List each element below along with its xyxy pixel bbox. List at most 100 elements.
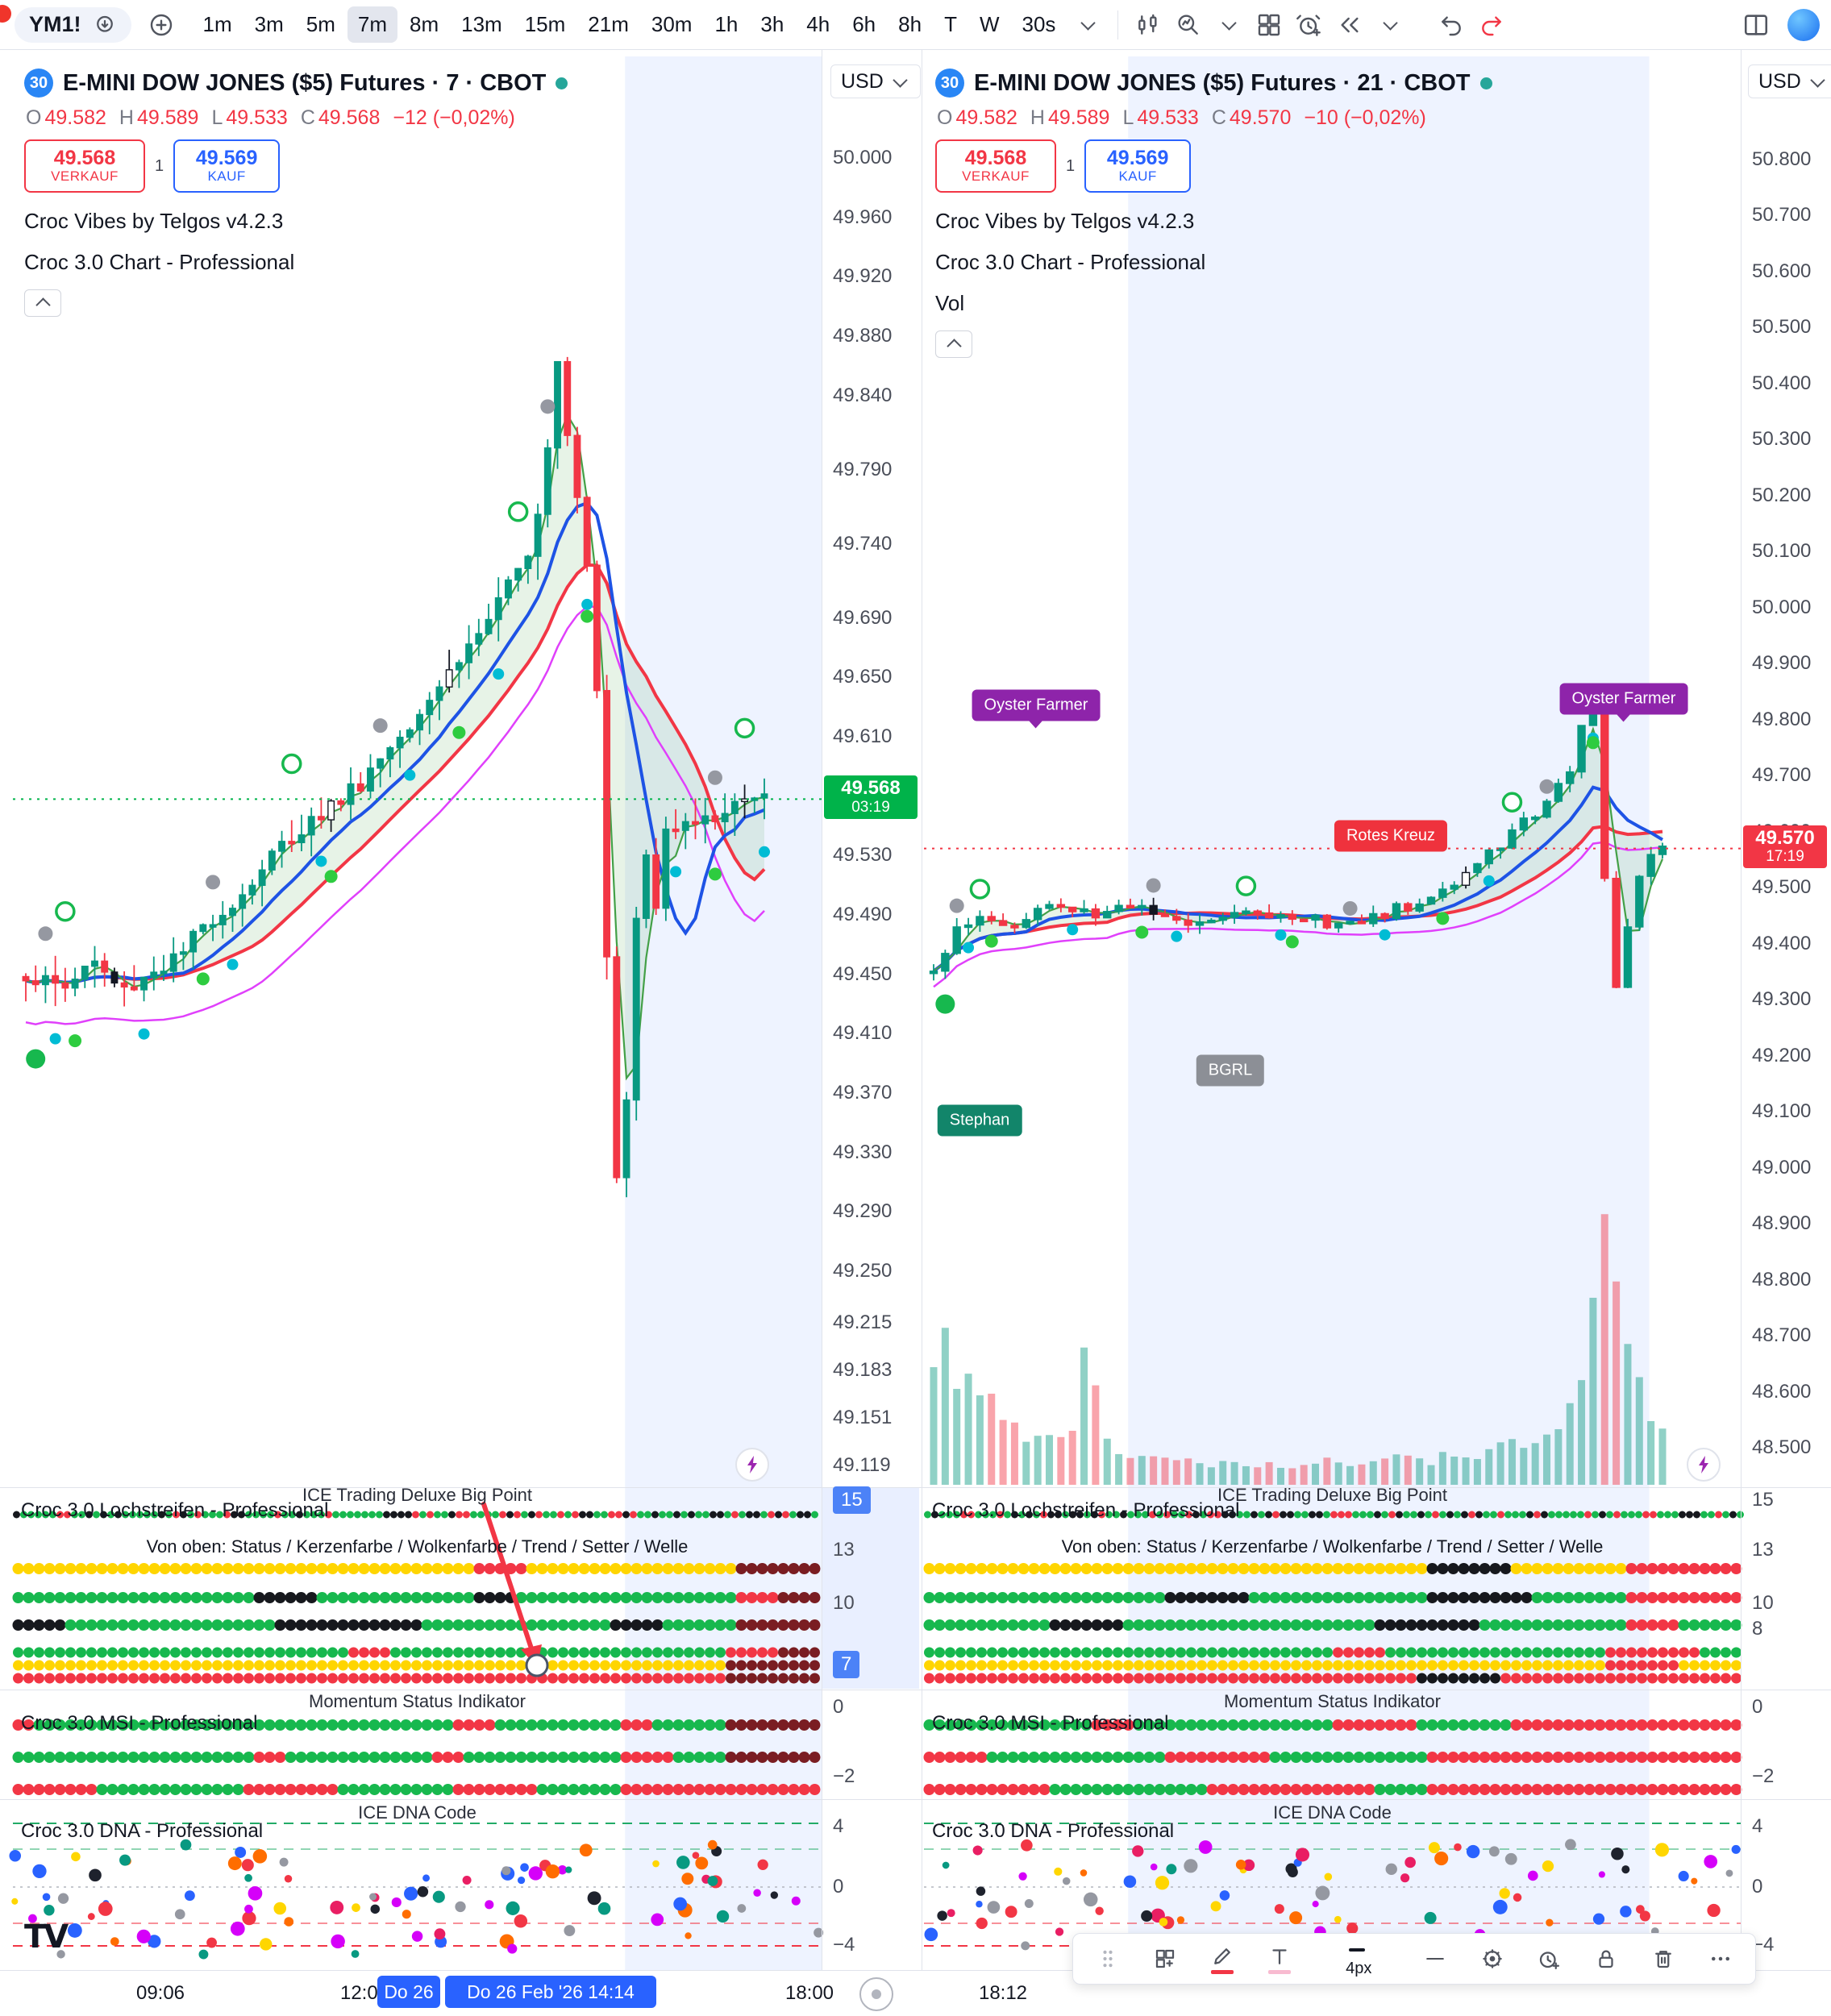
loch-study-label[interactable]: Croc 3.0 Lochstreifen - Professional [21, 1499, 329, 1521]
price-tick: 48.500 [1752, 1436, 1812, 1458]
sell-button[interactable]: 49.568 VERKAUF [935, 139, 1056, 193]
price-tick: 49.900 [1752, 652, 1812, 675]
high-value: 49.589 [1047, 106, 1110, 129]
timeframe-8m[interactable]: 8m [410, 12, 439, 36]
current-price-label: 49.568 03:19 [824, 775, 918, 819]
timeframe-T[interactable]: T [944, 12, 957, 36]
timeframe-1h[interactable]: 1h [714, 12, 739, 36]
toolbar-drag-handle[interactable] [1084, 1937, 1131, 1981]
chart-tag[interactable]: Oyster Farmer [1559, 683, 1688, 722]
dna-study-label[interactable]: Croc 3.0 DNA - Professional [21, 1820, 264, 1842]
price-tick: 49.530 [833, 844, 893, 867]
timeframe-13m[interactable]: 13m [461, 12, 502, 36]
symbol-search[interactable]: YM1! [15, 6, 131, 43]
market-status-dot[interactable] [1479, 77, 1492, 89]
currency-selector[interactable]: USD [830, 64, 921, 98]
symbol-switch-icon[interactable] [93, 13, 117, 37]
timeframe-8h[interactable]: 8h [898, 12, 922, 36]
line-style-button[interactable] [1412, 1937, 1459, 1981]
lock-button[interactable] [1583, 1937, 1629, 1981]
collapse-header-button[interactable] [935, 330, 972, 358]
dna-study-label[interactable]: Croc 3.0 DNA - Professional [932, 1820, 1175, 1842]
timeframe-7m[interactable]: 7m [347, 6, 398, 43]
timeframe-5m[interactable]: 5m [306, 12, 335, 36]
chart-number-badge[interactable]: 30 [24, 69, 53, 98]
buy-button[interactable]: 49.569 KAUF [173, 139, 281, 193]
symbol-title[interactable]: E-MINI DOW JONES ($5) Futures · 7 · CBOT [63, 69, 547, 96]
loch-study-label[interactable]: Croc 3.0 Lochstreifen - Professional [932, 1499, 1240, 1521]
study-label[interactable]: Croc 3.0 Chart - Professional [935, 250, 1206, 274]
alert-button[interactable] [1291, 6, 1328, 44]
chart-style-button[interactable] [1130, 6, 1167, 44]
price-tick: 49.290 [833, 1200, 893, 1223]
time-tick: 09:06 [135, 1982, 185, 2004]
price-tick: 49.119 [833, 1454, 891, 1476]
open-label: O [26, 106, 42, 129]
study-label[interactable]: Croc Vibes by Telgos v4.2.3 [935, 209, 1195, 233]
bar-replay-button[interactable] [1331, 6, 1368, 44]
timeframe-3h[interactable]: 3h [760, 12, 784, 36]
timeframe-3m[interactable]: 3m [254, 12, 284, 36]
more-options-button[interactable] [1697, 1937, 1744, 1981]
grid-layout-icon [1259, 14, 1280, 35]
timeframe-30s[interactable]: 30s [1022, 12, 1056, 36]
currency-selector[interactable]: USD [1748, 64, 1831, 98]
sell-button[interactable]: 49.568 VERKAUF [24, 139, 145, 193]
close-value: 49.568 [318, 106, 381, 129]
pane-separator-3[interactable] [0, 1799, 1831, 1800]
undo-button[interactable] [1433, 6, 1470, 44]
timeframe-30m[interactable]: 30m [651, 12, 693, 36]
msi-study-label[interactable]: Croc 3.0 MSI - Professional [932, 1712, 1169, 1734]
study-label[interactable]: Croc Vibes by Telgos v4.2.3 [24, 209, 284, 233]
loch-subtitle: Von oben: Status / Kerzenfarbe / Wolkenf… [146, 1536, 689, 1557]
close-value: 49.570 [1229, 106, 1292, 129]
time-tick: 18:12 [978, 1982, 1028, 2004]
tradingview-logo[interactable]: TV [24, 1918, 69, 1956]
collapse-header-button[interactable] [24, 289, 61, 317]
timeframe-21m[interactable]: 21m [588, 12, 629, 36]
study-label[interactable]: Croc 3.0 Chart - Professional [24, 250, 295, 274]
delete-button[interactable] [1640, 1937, 1687, 1981]
time-axis-settings-icon[interactable] [859, 1977, 893, 2011]
timeframe-1m[interactable]: 1m [202, 12, 232, 36]
buy-button[interactable]: 49.569 KAUF [1084, 139, 1192, 193]
timeframe-4h[interactable]: 4h [806, 12, 830, 36]
right-axis-divider [1741, 50, 1742, 1970]
price-tick: 49.250 [833, 1259, 893, 1282]
indicators-menu-button[interactable] [1210, 6, 1247, 44]
timeframe-W[interactable]: W [979, 12, 1000, 36]
object-tree-button[interactable] [1142, 1937, 1188, 1981]
redo-button[interactable] [1473, 6, 1510, 44]
candlestick-icon [1138, 14, 1157, 35]
draw-tool-button[interactable] [1199, 1937, 1246, 1981]
replay-menu-button[interactable] [1371, 6, 1409, 44]
line-width-button[interactable]: 4px [1313, 1937, 1401, 1981]
compare-add-button[interactable] [143, 6, 180, 44]
timeframe-15m[interactable]: 15m [524, 12, 566, 36]
price-tick: 50.300 [1752, 428, 1812, 451]
symbol-title[interactable]: E-MINI DOW JONES ($5) Futures · 21 · CBO… [974, 69, 1471, 96]
chart-tag[interactable]: Stephan [937, 1104, 1022, 1137]
market-status-dot[interactable] [556, 77, 568, 89]
chart-tag[interactable]: BGRL [1196, 1054, 1265, 1087]
timeframe-6h[interactable]: 6h [852, 12, 876, 36]
msi-study-label[interactable]: Croc 3.0 MSI - Professional [21, 1712, 258, 1734]
thick-line-icon [1349, 1947, 1366, 1952]
settings-button[interactable] [1469, 1937, 1516, 1981]
layout-grid-button[interactable] [1250, 6, 1288, 44]
price-tick: 50.500 [1752, 316, 1812, 339]
indicators-button[interactable] [1170, 6, 1207, 44]
pane-separator-1[interactable] [0, 1487, 1831, 1488]
add-alert-button[interactable] [1525, 1937, 1572, 1981]
browser-app-icon[interactable] [1787, 9, 1820, 41]
chart-number-badge[interactable]: 30 [935, 69, 964, 98]
chart-tag[interactable]: Oyster Farmer [972, 689, 1101, 729]
price-tick: 49.880 [833, 324, 893, 347]
text-tool-button[interactable] [1256, 1937, 1303, 1981]
timeframe-menu-button[interactable] [1069, 6, 1106, 44]
price-tick: 49.920 [833, 265, 893, 288]
volume-study-label[interactable]: Vol [935, 291, 965, 315]
split-layout-button[interactable] [1737, 6, 1775, 44]
low-value: 49.533 [226, 106, 288, 129]
chart-tag[interactable]: Rotes Kreuz [1334, 820, 1448, 852]
